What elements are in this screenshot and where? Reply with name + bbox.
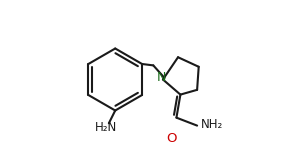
Text: H₂N: H₂N: [95, 121, 117, 134]
Text: O: O: [166, 132, 177, 145]
Text: NH₂: NH₂: [201, 118, 223, 131]
Text: N: N: [157, 71, 166, 84]
